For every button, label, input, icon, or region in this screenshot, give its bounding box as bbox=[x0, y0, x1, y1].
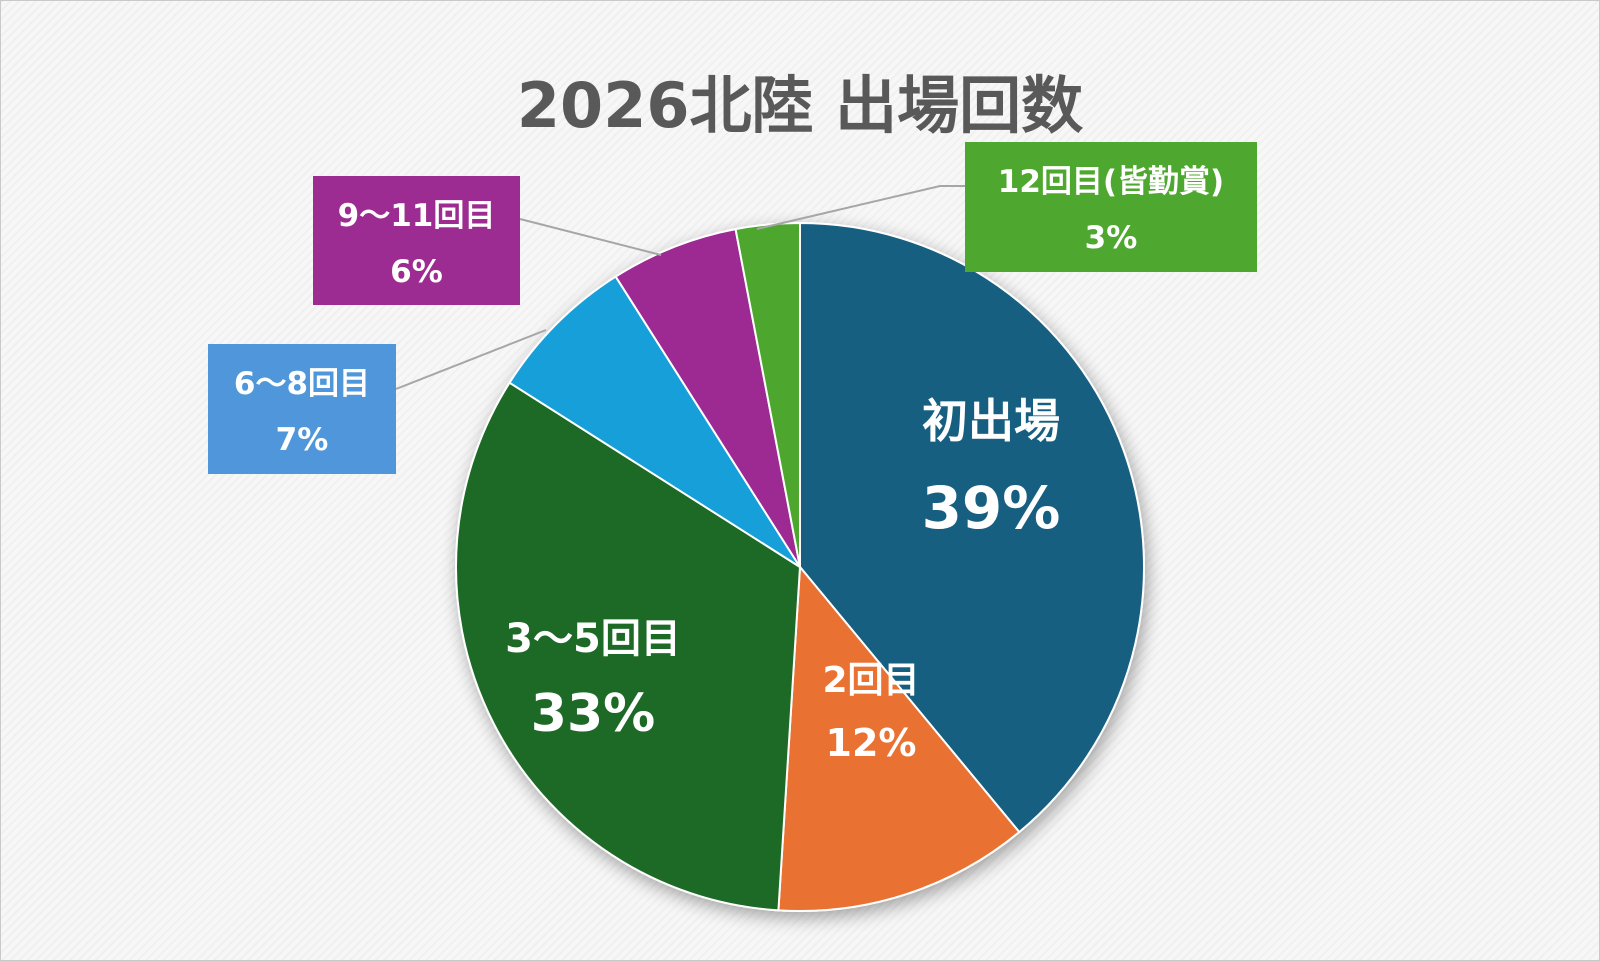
slice-category-label: 初出場 bbox=[922, 394, 1060, 448]
chart-title: 2026北陸 出場回数 bbox=[517, 69, 1083, 142]
pie-slice-4 bbox=[508, 275, 801, 568]
slice-category-label: 3〜5回目 bbox=[505, 616, 681, 662]
callout-category-label: 6〜8回目 bbox=[234, 366, 370, 402]
slice-value-label: 39% bbox=[922, 474, 1061, 542]
callout-value-label: 7% bbox=[276, 422, 329, 458]
callout-box bbox=[313, 176, 520, 305]
callout-box bbox=[965, 142, 1257, 272]
callout-value-label: 3% bbox=[1085, 220, 1138, 256]
leader-line bbox=[756, 185, 965, 230]
callout-category-label: 9〜11回目 bbox=[338, 198, 496, 234]
callout-box bbox=[208, 344, 396, 474]
pie-slice-1 bbox=[799, 221, 1145, 834]
pie-slice-5 bbox=[614, 227, 801, 568]
leader-line bbox=[519, 218, 662, 256]
callout-value-label: 6% bbox=[390, 254, 443, 290]
slice-value-label: 33% bbox=[531, 684, 655, 744]
slice-category-label: 2回目 bbox=[822, 660, 919, 701]
pie-slice-3 bbox=[455, 381, 802, 912]
callout-category-label: 12回目(皆勤賞) bbox=[998, 164, 1224, 200]
slice-value-label: 12% bbox=[826, 721, 917, 765]
leader-line bbox=[395, 329, 547, 390]
pie-slice-6 bbox=[734, 221, 801, 568]
pie-slice-2 bbox=[777, 564, 1021, 912]
